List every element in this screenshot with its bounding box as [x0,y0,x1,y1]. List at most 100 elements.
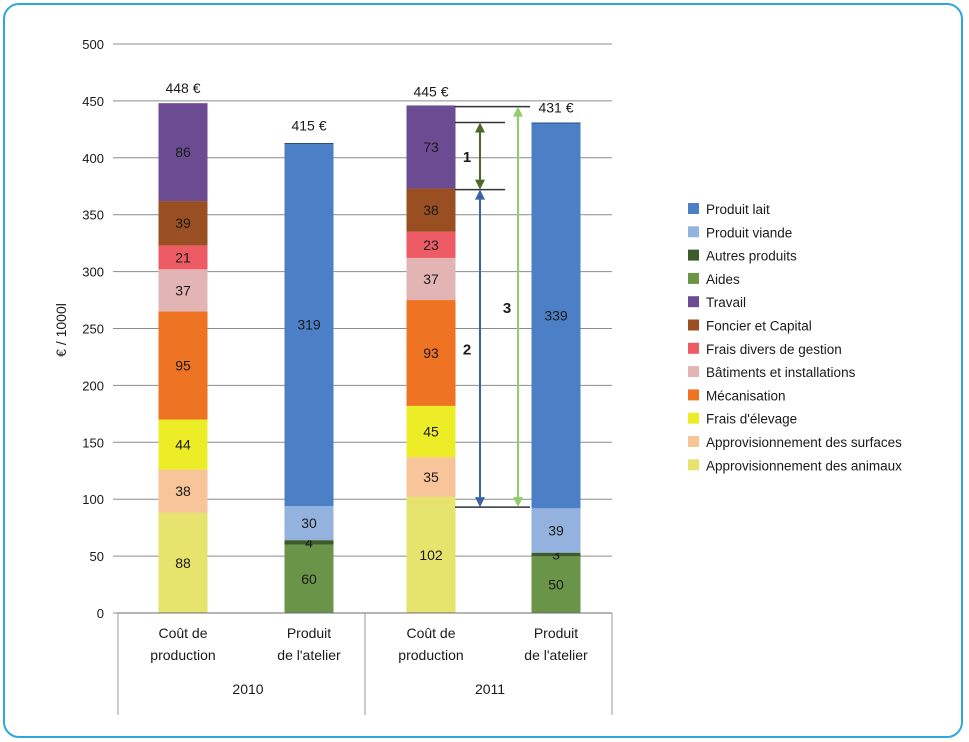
bar-segment [284,544,334,613]
y-tick-label: 400 [82,151,104,166]
bar-segment [406,188,456,232]
y-axis-label: € / 1000l [53,303,69,357]
bar-segment [531,552,581,557]
bar-segment [158,419,208,470]
data-label: 3 [552,546,560,562]
data-label: 4 [305,534,313,550]
y-tick-label: 50 [90,549,104,564]
data-label: 102 [419,547,443,563]
annotation-label: 1 [463,149,471,166]
legend-label: Produit lait [706,202,770,217]
data-label: 44 [175,437,191,453]
legend-swatch [688,226,699,238]
legend-swatch [688,249,699,261]
data-label: 95 [175,357,191,373]
data-label: 38 [175,483,191,499]
bar-segment [158,245,208,270]
y-tick-label: 0 [97,606,104,621]
bar-segment [158,512,208,613]
x-category-label: Produit [534,625,578,641]
y-tick-label: 150 [82,435,104,450]
data-label: 23 [423,237,439,253]
data-label: 39 [548,522,564,538]
legend-swatch [688,296,699,308]
y-tick-label: 450 [82,94,104,109]
x-category-label: Coût de [158,625,207,641]
data-label: 21 [175,249,191,265]
legend-swatch [688,203,699,214]
data-label: 38 [423,202,439,218]
legend-swatch [688,319,699,331]
legend-swatch [688,389,699,401]
y-tick-label: 100 [82,492,104,507]
legend-label: Bâtiments et installations [706,365,856,380]
bar-segment [406,300,456,406]
bar-segment [406,257,456,301]
data-label: 93 [423,345,439,361]
x-group-label: 2011 [475,681,505,697]
arrow-head [513,497,523,508]
bar-segment [284,540,334,545]
total-label: 415 € [291,118,326,134]
x-category-label: production [150,647,215,663]
bar-segment [406,231,456,258]
data-label: 45 [423,423,439,439]
data-label: 35 [423,469,439,485]
data-label: 37 [423,271,439,287]
bar-segment [406,105,456,189]
data-label: 50 [548,577,564,593]
legend-swatch [688,272,699,284]
legend-label: Aides [706,272,740,287]
arrow-head [475,189,485,200]
x-category-label: de l'atelier [524,647,588,663]
bar-segment [406,457,456,497]
legend-swatch [688,342,699,354]
legend-label: Travail [706,295,746,310]
x-category-label: Coût de [406,625,455,641]
legend-label: Autres produits [706,249,797,264]
y-tick-label: 300 [82,265,104,280]
data-label: 30 [301,515,317,531]
data-label: 60 [301,571,317,587]
data-label: 73 [423,139,439,155]
total-label: 445 € [413,84,448,100]
legend-label: Frais divers de gestion [706,342,842,357]
bar-segment [406,405,456,458]
legend-label: Mécanisation [706,388,786,403]
legend-label: Produit viande [706,225,792,240]
bar-segment [531,556,581,613]
x-category-label: de l'atelier [277,647,341,663]
data-label: 319 [297,317,321,333]
annotation-label: 2 [463,341,471,358]
y-tick-label: 350 [82,208,104,223]
bar-segment [284,506,334,541]
x-category-label: Produit [287,625,331,641]
bar-segment [158,201,208,246]
y-tick-label: 500 [82,37,104,52]
legend-label: Approvisionnement des animaux [706,458,902,473]
annotation-label: 3 [503,300,511,317]
legend-swatch [688,366,699,378]
data-label: 37 [175,282,191,298]
bar-segment [531,122,581,509]
bar-segment [158,469,208,513]
arrow-head [475,122,485,133]
arrow-head [475,497,485,508]
data-label: 39 [175,215,191,231]
total-label: 431 € [538,100,573,116]
total-label: 448 € [165,80,200,96]
data-label: 88 [175,555,191,571]
legend-swatch [688,459,699,471]
bar-segment [158,311,208,420]
bar-segment [158,269,208,312]
legend-label: Foncier et Capital [706,319,812,334]
data-label: 86 [175,144,191,160]
y-tick-label: 200 [82,378,104,393]
data-label: 339 [544,307,568,323]
legend-swatch [688,412,699,424]
bar-segment [531,508,581,553]
x-category-label: production [398,647,463,663]
bar-segment [158,103,208,202]
arrow-head [513,106,523,117]
